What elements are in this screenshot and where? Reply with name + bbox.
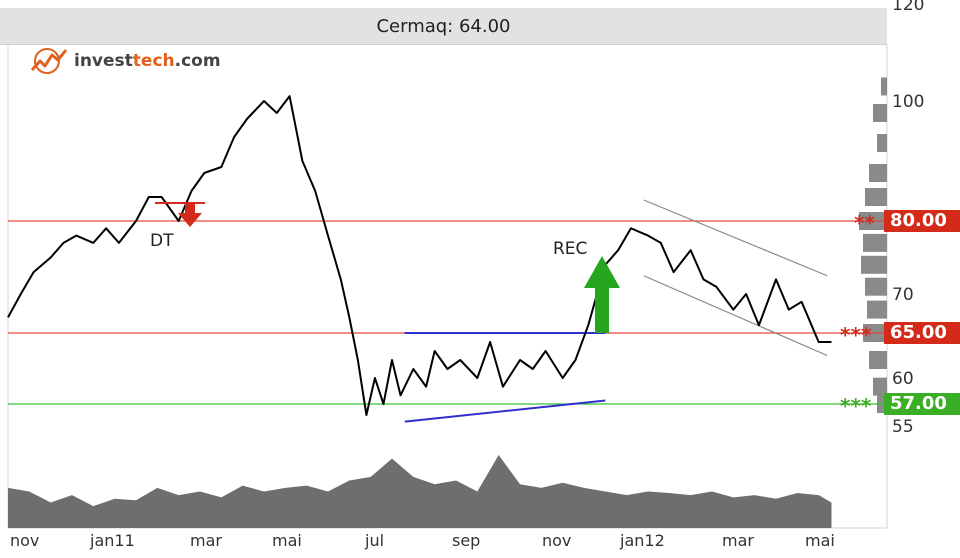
level-stars-57.00: ***	[840, 394, 872, 418]
level-label-65.00: 65.00	[884, 322, 960, 344]
logo-accent: tech	[132, 51, 175, 71]
level-label-80.00: 80.00	[884, 210, 960, 232]
x-tick-label: mar	[722, 531, 754, 550]
channel-line-lower	[643, 275, 828, 357]
logo-icon	[30, 48, 68, 74]
annotation-rec: REC	[553, 239, 587, 259]
x-tick-label: sep	[452, 531, 480, 550]
histogram-bar-7	[861, 255, 887, 274]
logo-text: investtech.com	[74, 51, 221, 71]
y-tick-label: 55	[892, 417, 914, 437]
x-tick-label: jan12	[619, 531, 665, 550]
level-stars-65.00: ***	[840, 323, 872, 347]
y-tick-label: 70	[892, 285, 914, 305]
trend-line-bottom	[404, 399, 606, 423]
level-stars-80.00: **	[854, 211, 875, 235]
annotation-dt: DT	[150, 231, 174, 251]
plot-frame	[7, 43, 888, 529]
histogram-bar-8	[865, 277, 887, 296]
chart-title: Cermaq: 64.00	[0, 8, 887, 45]
histogram-bar-6	[863, 233, 887, 252]
buy-arrow-icon	[584, 256, 620, 333]
histogram-bar-2	[877, 134, 887, 152]
x-tick-label: nov	[542, 531, 571, 550]
x-tick-label: nov	[10, 531, 39, 550]
price-line	[7, 95, 832, 416]
level-label-57.00: 57.00	[884, 393, 960, 415]
logo-prefix: invest	[74, 51, 133, 71]
histogram-bar-0	[881, 77, 887, 96]
x-tick-label: jul	[364, 531, 384, 550]
y-tick-label: 100	[892, 92, 924, 112]
histogram-bar-3	[869, 164, 887, 182]
histogram-bar-12	[873, 377, 887, 396]
x-tick-label: jan11	[89, 531, 135, 550]
y-tick-label: 120	[892, 0, 924, 15]
histogram-bar-4	[865, 188, 887, 206]
investtech-logo[interactable]: investtech.com	[30, 46, 221, 76]
x-tick-label: mar	[190, 531, 222, 550]
logo-suffix: .com	[174, 51, 221, 71]
histogram-bar-9	[867, 300, 887, 319]
histogram-bar-11	[869, 351, 887, 369]
x-tick-label: mai	[805, 531, 835, 550]
histogram-bar-1	[873, 104, 887, 122]
volume-area	[8, 455, 832, 528]
sell-arrow-icon	[178, 203, 202, 227]
y-tick-label: 60	[892, 369, 914, 389]
x-tick-label: mai	[272, 531, 302, 550]
channel-line-upper	[643, 199, 828, 277]
